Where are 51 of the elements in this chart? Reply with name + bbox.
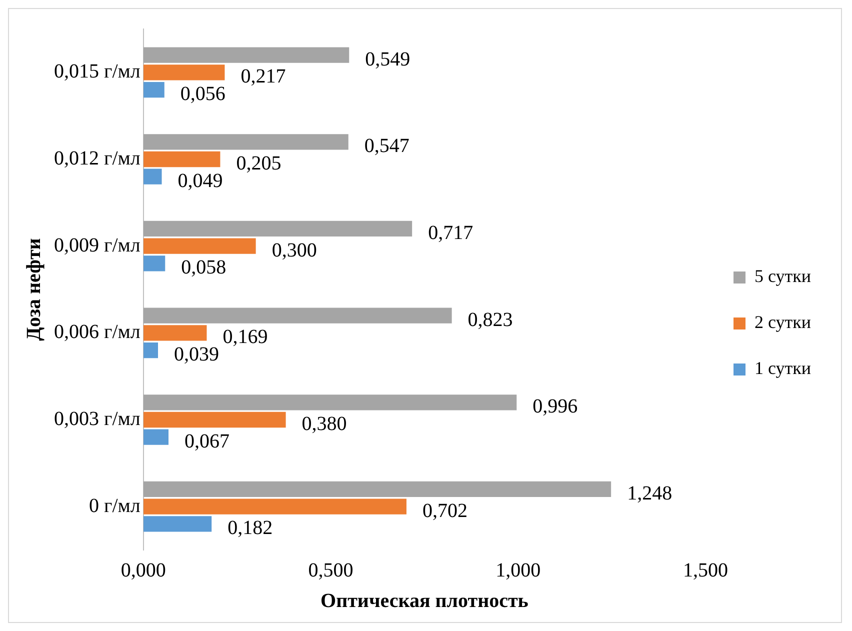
data-label: 1,248 (627, 482, 672, 504)
x-tick-label: 1,000 (496, 559, 541, 582)
bar (143, 429, 169, 445)
bar (143, 238, 256, 254)
bar (143, 134, 348, 150)
bar (143, 168, 162, 184)
bar (143, 325, 207, 341)
bar (143, 412, 286, 428)
bar (143, 82, 164, 98)
data-label: 0,056 (180, 83, 226, 106)
y-tick-label: 0 г/мл (88, 494, 140, 517)
bar (143, 256, 166, 272)
data-label: 0,182 (228, 517, 273, 540)
data-label: 0,058 (181, 256, 226, 279)
y-tick-label: 0,009 г/мл (54, 234, 140, 256)
bar (143, 151, 220, 168)
y-tick-label: 0,003 г/мл (54, 408, 140, 430)
data-label: 0,996 (532, 396, 578, 418)
x-tick-label: 0,000 (120, 559, 166, 582)
bar (143, 308, 452, 324)
legend-label: 5 сутки (754, 266, 812, 286)
bar (143, 516, 212, 532)
data-label: 0,300 (272, 239, 317, 262)
data-label: 0,067 (184, 430, 230, 452)
x-tick-label: 0,500 (308, 559, 354, 582)
y-tick-label: 0,012 г/мл (54, 148, 140, 170)
data-label: 0,039 (174, 344, 220, 366)
bar (143, 220, 412, 237)
data-label: 0,717 (428, 222, 474, 244)
bar (143, 342, 158, 358)
bar (143, 394, 517, 410)
x-axis-title: Оптическая плотность (320, 590, 529, 612)
data-label: 0,702 (422, 500, 468, 522)
y-axis-title: Доза нефти (23, 238, 46, 341)
legend-label: 2 сутки (754, 312, 812, 332)
data-label: 0,169 (222, 326, 268, 348)
data-label: 0,049 (178, 170, 223, 192)
bar (143, 64, 225, 80)
data-label: 0,547 (364, 135, 410, 158)
legend-label: 1 сутки (754, 358, 812, 378)
data-label: 0,380 (302, 413, 347, 435)
bar (143, 481, 612, 498)
data-label: 0,205 (236, 152, 282, 174)
data-label: 0,549 (365, 48, 410, 70)
x-tick-label: 1,500 (683, 559, 728, 582)
bar (143, 47, 350, 63)
data-label: 0,823 (468, 308, 513, 331)
y-tick-label: 0,006 г/мл (54, 321, 140, 344)
y-tick-label: 0,015 г/мл (54, 60, 140, 83)
bar (143, 498, 406, 514)
data-label: 0,217 (240, 66, 286, 88)
